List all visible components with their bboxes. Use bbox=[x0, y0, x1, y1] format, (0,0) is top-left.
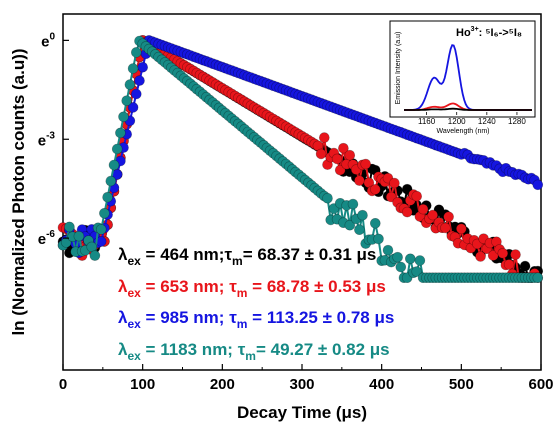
data-point bbox=[137, 61, 148, 73]
data-point bbox=[443, 211, 454, 223]
data-point bbox=[411, 190, 423, 202]
data-point bbox=[315, 148, 327, 160]
data-point bbox=[360, 158, 372, 170]
data-point bbox=[497, 248, 509, 259]
data-point bbox=[115, 127, 126, 139]
data-point bbox=[95, 224, 107, 235]
data-point bbox=[347, 198, 359, 210]
data-point bbox=[344, 149, 356, 161]
x-tick-label: 400 bbox=[369, 376, 394, 393]
y-tick-label: e-6 bbox=[38, 229, 56, 248]
data-point bbox=[134, 75, 145, 86]
data-point bbox=[382, 244, 394, 256]
data-point bbox=[369, 184, 381, 195]
y-axis-title: ln (Normalized Photon counts (a.u)) bbox=[9, 48, 28, 335]
data-point bbox=[475, 251, 486, 262]
data-point bbox=[354, 175, 365, 186]
data-point bbox=[344, 219, 356, 231]
data-point bbox=[503, 259, 515, 270]
data-point bbox=[127, 102, 139, 113]
data-point bbox=[121, 95, 132, 106]
x-tick-label: 200 bbox=[210, 376, 235, 393]
x-tick-label: 300 bbox=[289, 376, 314, 393]
data-point bbox=[487, 250, 499, 261]
data-point bbox=[369, 218, 381, 229]
data-point bbox=[318, 132, 330, 143]
x-tick-label: 0 bbox=[59, 376, 67, 393]
data-point bbox=[322, 192, 333, 204]
data-point bbox=[519, 260, 531, 272]
data-point bbox=[392, 251, 403, 263]
data-point bbox=[338, 142, 349, 154]
data-point bbox=[404, 253, 416, 265]
data-point bbox=[334, 164, 346, 176]
tick-layer: 0 100 200 300 400 500 600 e0 e-3 e-6 bbox=[38, 31, 554, 393]
data-point bbox=[131, 88, 142, 100]
inset-x-tick-label: 1280 bbox=[508, 117, 526, 126]
inset-frame bbox=[389, 20, 536, 118]
inset-x-tick-label: 1240 bbox=[478, 117, 496, 126]
data-point bbox=[401, 206, 413, 218]
inset-emission-chart: Emission Intensity (a.u) Wavelength (nm)… bbox=[389, 20, 536, 135]
y-tick-label: e0 bbox=[41, 31, 55, 50]
annotation-line: λex = 985 nm; τm = 113.25 ± 0.78 μs bbox=[118, 308, 394, 331]
inset-x-tick-label: 1200 bbox=[448, 117, 466, 126]
data-point bbox=[102, 191, 113, 203]
data-point bbox=[60, 237, 72, 248]
data-point bbox=[99, 208, 110, 219]
inset-title-ion: Ho bbox=[456, 27, 471, 39]
y-tick-label: e-3 bbox=[38, 130, 56, 149]
data-point bbox=[411, 266, 423, 277]
data-point bbox=[131, 47, 142, 58]
annotation-line: λex = 464 nm;τm= 68.37 ± 0.31 μs bbox=[118, 245, 376, 268]
annotation-block: λex = 464 nm;τm= 68.37 ± 0.31 μs λex = 65… bbox=[118, 245, 394, 363]
data-point bbox=[127, 63, 139, 74]
data-point bbox=[532, 272, 544, 284]
x-tick-label: 500 bbox=[449, 376, 474, 393]
data-point bbox=[414, 255, 426, 266]
data-point bbox=[395, 261, 407, 273]
data-point bbox=[417, 203, 429, 215]
data-point bbox=[455, 223, 467, 235]
data-point bbox=[73, 230, 85, 242]
x-axis-title: Decay Time (μs) bbox=[237, 403, 367, 422]
inset-transition-label: Ho3+: ⁵I₆->⁵I₈ bbox=[456, 26, 522, 39]
data-point bbox=[427, 209, 439, 221]
inset-y-label: Emission Intensity (a.u) bbox=[395, 32, 402, 105]
data-point bbox=[331, 153, 343, 165]
data-point bbox=[389, 177, 400, 189]
inset-title-charge: 3+ bbox=[471, 26, 479, 33]
data-point bbox=[373, 233, 384, 245]
data-layer bbox=[57, 35, 544, 284]
data-point bbox=[440, 222, 451, 234]
inset-curve bbox=[404, 107, 532, 111]
inset-curves: 1160 1200 1240 1280 bbox=[404, 44, 532, 126]
x-tick-label: 600 bbox=[528, 376, 553, 393]
data-point bbox=[111, 143, 123, 155]
x-tick-label: 100 bbox=[130, 376, 155, 393]
inset-title-transition: : ⁵I₆->⁵I₈ bbox=[479, 27, 522, 39]
annotation-line: λex = 653 nm; τm = 68.78 ± 0.53 μs bbox=[118, 277, 386, 300]
data-point bbox=[118, 111, 129, 123]
inset-x-tick-label: 1160 bbox=[418, 117, 436, 126]
data-point bbox=[510, 249, 521, 260]
data-point bbox=[108, 159, 120, 171]
data-point bbox=[105, 175, 117, 187]
data-point bbox=[64, 221, 75, 233]
data-point bbox=[354, 224, 365, 235]
data-point bbox=[357, 209, 368, 221]
data-point bbox=[89, 250, 101, 261]
annotation-line: λex = 1183 nm; τm= 49.27 ± 0.82 μs bbox=[118, 340, 390, 363]
inset-x-label: Wavelength (nm) bbox=[436, 128, 489, 135]
data-point bbox=[532, 179, 544, 191]
data-point bbox=[124, 79, 136, 90]
